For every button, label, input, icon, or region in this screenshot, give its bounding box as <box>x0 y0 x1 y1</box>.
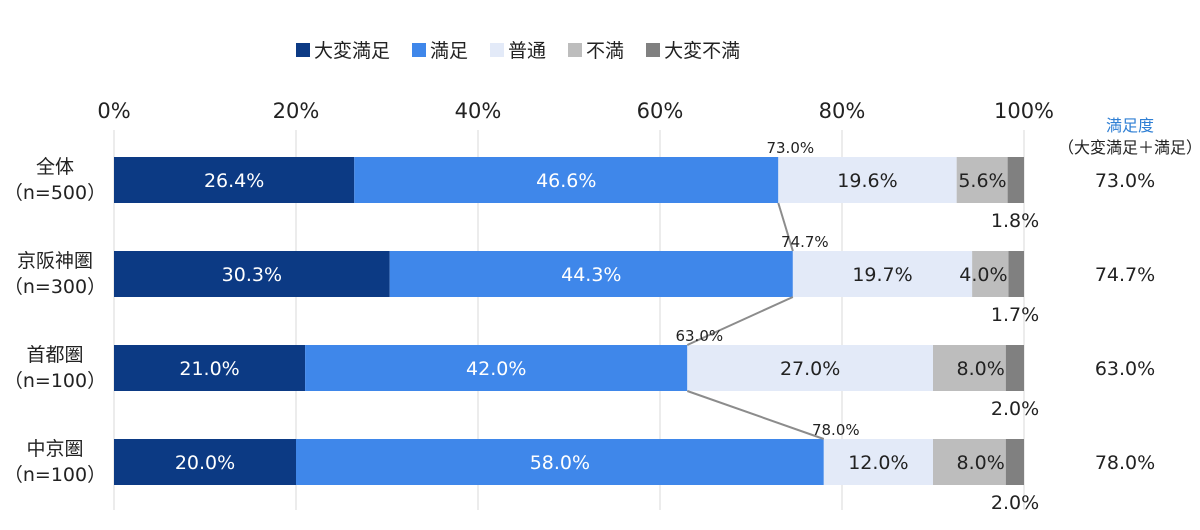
satisfaction-column-subtitle: （大変満足＋満足） <box>1057 138 1200 157</box>
bar-segment <box>933 439 1006 485</box>
bar-segment <box>687 345 933 391</box>
bar-segment <box>956 157 1008 203</box>
connector-line <box>686 296 794 346</box>
connector-line <box>686 390 825 440</box>
legend-label: 不満 <box>586 40 625 62</box>
bar-segment <box>114 345 306 391</box>
data-label: 30.3% <box>222 264 282 286</box>
data-label: 26.4% <box>204 170 264 192</box>
row-name: 首都圏 <box>26 344 84 366</box>
bar-segment <box>933 345 1006 391</box>
data-label: 46.6% <box>536 170 596 192</box>
row-n: （n=500） <box>3 182 107 204</box>
legend-item: 大変不満 <box>646 36 740 63</box>
row-label-all: 全体 （n=500） <box>0 154 110 206</box>
data-label: 44.3% <box>561 264 621 286</box>
bar-segment <box>1008 251 1024 297</box>
bar-segment <box>354 157 779 203</box>
row-name: 中京圏 <box>26 438 84 460</box>
legend-swatch-neutral <box>490 42 505 57</box>
satisfaction-value-chukyo: 78.0% <box>1094 452 1156 474</box>
data-label: 19.7% <box>852 264 912 286</box>
data-label: 2.0% <box>991 398 1039 420</box>
x-tick-label: 60% <box>637 99 684 123</box>
row-n: （n=100） <box>3 464 107 486</box>
legend-swatch-very-dissatisfied <box>646 42 661 57</box>
connector-line <box>777 202 794 252</box>
legend-swatch-dissatisfied <box>568 42 583 57</box>
connector-label: 78.0% <box>812 421 860 439</box>
legend-item: 大変満足 <box>296 36 390 63</box>
bar-segment <box>296 439 824 485</box>
data-label: 4.0% <box>959 264 1007 286</box>
row-label-shutoken: 首都圏 （n=100） <box>0 342 110 394</box>
bar-segment <box>1005 345 1024 391</box>
data-label: 2.0% <box>991 492 1039 514</box>
data-label: 1.8% <box>991 210 1039 232</box>
x-tick-label: 20% <box>273 99 320 123</box>
x-tick-label: 80% <box>819 99 866 123</box>
bar-segment <box>972 251 1009 297</box>
data-label: 20.0% <box>175 452 235 474</box>
bar-segment <box>778 157 957 203</box>
bar-segment <box>114 251 390 297</box>
satisfaction-value-keihanshin: 74.7% <box>1094 264 1156 286</box>
bar-segment <box>1007 157 1024 203</box>
x-tick-label: 0% <box>97 99 130 123</box>
satisfaction-value-shutoken: 63.0% <box>1094 358 1156 380</box>
data-label: 8.0% <box>957 452 1005 474</box>
satisfaction-column-title: 満足度 <box>1105 116 1154 135</box>
bar-segment <box>389 251 793 297</box>
data-label: 27.0% <box>780 358 840 380</box>
data-label: 21.0% <box>179 358 239 380</box>
legend-label: 大変不満 <box>664 40 741 62</box>
legend-item: 満足 <box>412 36 468 63</box>
bar-segment <box>305 345 688 391</box>
row-n: （n=100） <box>3 370 107 392</box>
data-label: 58.0% <box>530 452 590 474</box>
legend-swatch-very-satisfied <box>296 42 310 57</box>
satisfaction-value-all: 73.0% <box>1094 170 1156 192</box>
legend-label: 満足 <box>430 40 469 62</box>
x-tick-label: 100% <box>994 99 1054 123</box>
bar-segment <box>114 439 296 485</box>
row-name: 京阪神圏 <box>16 250 93 272</box>
data-label: 8.0% <box>957 358 1005 380</box>
legend-label: 普通 <box>508 40 547 62</box>
bar-segment <box>792 251 973 297</box>
row-label-keihanshin: 京阪神圏 （n=300） <box>0 248 110 300</box>
data-label: 42.0% <box>466 358 526 380</box>
row-n: （n=300） <box>3 276 107 298</box>
legend-item: 普通 <box>490 36 546 63</box>
x-tick-label: 40% <box>455 99 502 123</box>
bar-segment <box>823 439 933 485</box>
row-label-chukyo: 中京圏 （n=100） <box>0 436 110 488</box>
connector-label: 63.0% <box>675 327 723 345</box>
connector-label: 73.0% <box>766 139 814 157</box>
data-label: 5.6% <box>958 170 1006 192</box>
data-label: 12.0% <box>848 452 908 474</box>
bar-segment <box>1005 439 1024 485</box>
row-name: 全体 <box>35 156 74 178</box>
data-label: 1.7% <box>991 304 1039 326</box>
legend-swatch-satisfied <box>412 42 427 57</box>
data-label: 19.6% <box>837 170 897 192</box>
chart-legend: 大変満足 満足 普通 不満 大変不満 <box>296 36 740 63</box>
legend-label: 大変満足 <box>314 40 391 62</box>
legend-item: 不満 <box>568 36 624 63</box>
bar-segment <box>114 157 355 203</box>
connector-label: 74.7% <box>781 233 829 251</box>
